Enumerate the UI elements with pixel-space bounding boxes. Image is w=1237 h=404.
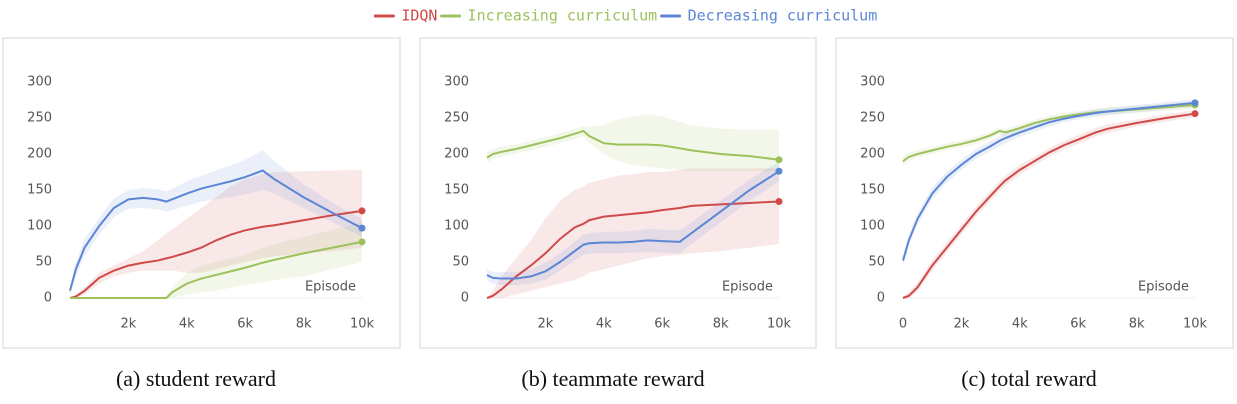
series-line (902, 112, 1196, 299)
x-tick-label: 2k (537, 317, 553, 332)
x-tick-label: 4k (596, 317, 612, 332)
y-tick-label: 0 (461, 291, 469, 306)
series-line (69, 209, 363, 299)
x-tick-label: 8k (296, 317, 312, 332)
y-tick-label: 50 (35, 255, 52, 270)
y-tick-label: 250 (860, 111, 885, 126)
chart-title: (b) teammate reward (521, 366, 704, 391)
y-tick-label: 50 (868, 255, 885, 270)
x-tick-label: 6k (237, 317, 253, 332)
y-tick-label: 100 (444, 219, 469, 234)
end-point (775, 167, 783, 175)
y-tick-label: 300 (27, 75, 52, 90)
x-tick-label: 10k (350, 317, 375, 332)
y-tick-label: 300 (444, 75, 469, 90)
confidence-band (487, 168, 779, 298)
y-tick-label: 200 (860, 147, 885, 162)
end-point (358, 207, 366, 215)
x-axis-label: Episode (305, 280, 356, 295)
end-point (775, 156, 783, 164)
x-tick-label: 4k (1012, 317, 1028, 332)
y-tick-label: 150 (860, 183, 885, 198)
y-tick-label: 300 (860, 75, 885, 90)
end-point (358, 238, 366, 246)
confidence-band (487, 161, 779, 286)
x-tick-label: 8k (1129, 317, 1145, 332)
confidence-band (903, 110, 1195, 298)
panel-frame (419, 37, 817, 349)
series-line (486, 129, 780, 161)
x-tick-label: 0 (899, 317, 907, 332)
series-line (486, 170, 780, 280)
panel-frame (2, 37, 401, 349)
y-tick-label: 50 (452, 255, 469, 270)
end-point (1191, 110, 1199, 118)
confidence-band (903, 99, 1195, 266)
series-line (70, 240, 363, 299)
x-tick-label: 2k (953, 317, 969, 332)
end-point (358, 224, 366, 232)
legend-label: IDQN (401, 7, 437, 25)
x-tick-label: 6k (654, 317, 670, 332)
confidence-band (70, 150, 362, 295)
y-tick-label: 100 (27, 219, 52, 234)
y-tick-label: 200 (27, 147, 52, 162)
y-tick-label: 0 (877, 291, 885, 306)
end-point (775, 198, 783, 206)
y-tick-label: 250 (27, 111, 52, 126)
legend-label: Increasing curriculum (468, 7, 658, 25)
y-tick-label: 0 (44, 291, 52, 306)
y-tick-label: 100 (860, 219, 885, 234)
x-tick-label: 10k (767, 317, 792, 332)
x-tick-label: 8k (713, 317, 729, 332)
series-line (902, 101, 1196, 261)
confidence-band (487, 114, 779, 172)
series-line (69, 169, 363, 292)
confidence-band (70, 169, 362, 298)
x-tick-label: 6k (1070, 317, 1086, 332)
chart-title: (c) total reward (961, 366, 1097, 391)
y-tick-label: 200 (444, 147, 469, 162)
x-tick-label: 4k (179, 317, 195, 332)
x-axis-label: Episode (1138, 280, 1189, 295)
y-tick-label: 250 (444, 111, 469, 126)
legend-label: Decreasing curriculum (688, 7, 878, 25)
x-tick-label: 10k (1183, 317, 1208, 332)
x-axis-label: Episode (722, 280, 773, 295)
confidence-band (70, 222, 362, 298)
series-line (486, 200, 780, 299)
panel-frame (835, 37, 1234, 349)
end-point (1191, 99, 1199, 107)
x-tick-label: 2k (120, 317, 136, 332)
chart-title: (a) student reward (116, 366, 276, 391)
y-tick-label: 150 (27, 183, 52, 198)
y-tick-label: 150 (444, 183, 469, 198)
